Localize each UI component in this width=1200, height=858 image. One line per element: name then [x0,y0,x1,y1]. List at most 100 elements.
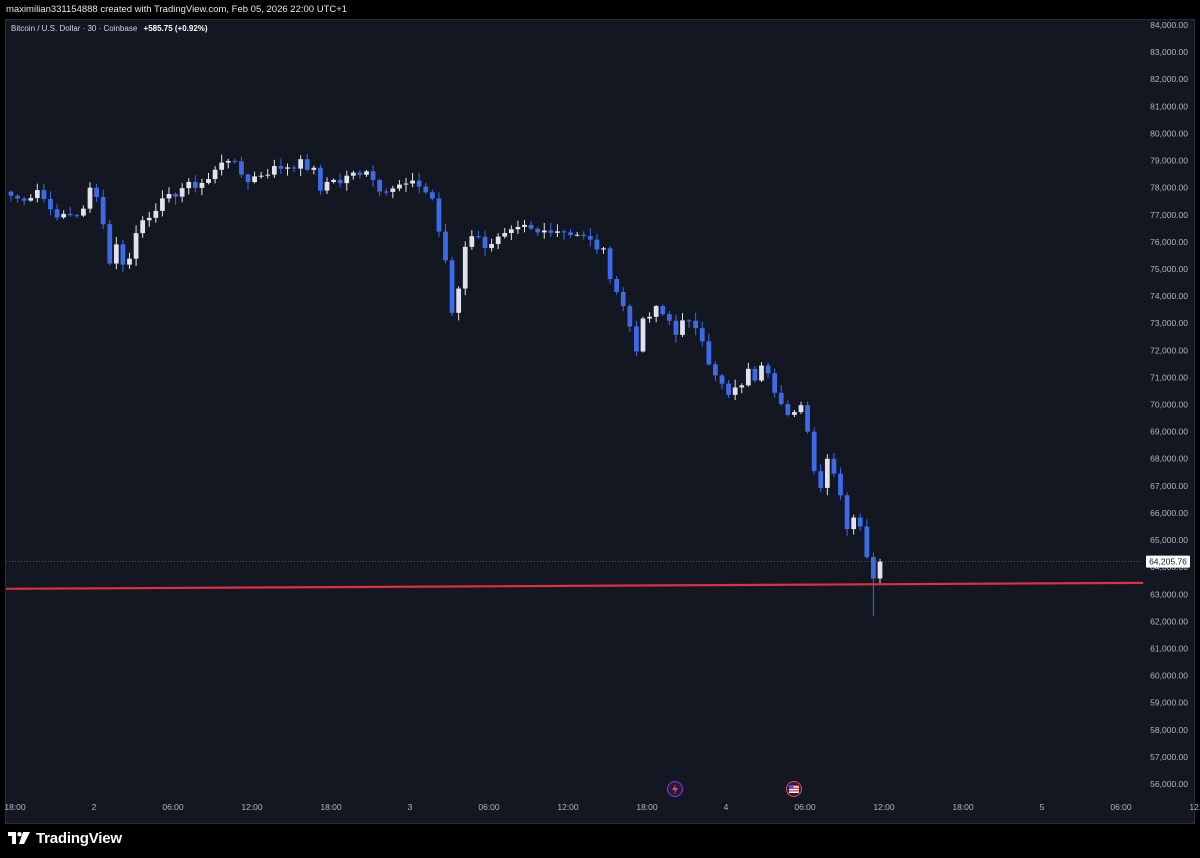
x-tick-label: 06:00 [794,802,816,812]
candle-body [607,248,613,280]
candle-body [528,224,534,229]
candle-body [318,167,323,191]
candle-body [824,458,830,488]
y-tick-label: 71,000.00 [1150,372,1188,382]
y-tick-label: 82,000.00 [1150,74,1188,84]
candle-body [21,198,27,201]
x-tick-label: 2 [92,802,97,812]
candle-body [462,246,468,289]
candle-body [535,228,541,233]
candle-body [449,260,455,313]
candle-body [844,495,850,530]
candle-body [857,517,863,527]
candle-body [410,180,415,184]
candle-body [146,217,152,221]
candle-body [660,306,666,315]
candle-body [568,232,573,236]
support-line [5,581,1144,590]
candle-body [239,161,244,175]
y-tick-label: 81,000.00 [1150,101,1188,111]
brand-name: TradingView [36,829,122,847]
candle-body [792,412,797,415]
candle-body [153,210,159,218]
candle-body [469,236,475,247]
x-tick-label: 18:00 [4,802,26,812]
candle-body [173,194,178,197]
candle-body [818,471,824,488]
candle-body [377,179,383,192]
candle-body [765,365,771,374]
candle-body [324,182,330,191]
symbol-legend[interactable]: Bitcoin / U.S. Dollar · 30 · Coinbase +5… [11,24,208,34]
last-price-label: 64,205.76 [1149,557,1187,567]
y-tick-label: 62,000.00 [1150,616,1188,626]
candle-body [838,473,843,496]
candle-body [495,236,501,245]
x-tick-label: 12:00 [1189,802,1200,812]
candle-body [653,306,659,317]
candle-body [370,171,376,180]
price-change: +585.75 (+0.92%) [143,24,208,33]
candle-body [594,239,600,250]
candle-body [81,208,86,216]
us-flag-event-icon[interactable] [786,781,802,797]
candle-body [166,194,172,199]
candle-body [199,182,205,188]
candle-body [515,226,521,230]
candle-body [28,198,34,201]
candle-body [581,234,587,237]
candle-body [87,187,93,209]
candle-body [429,192,435,199]
candle-body [107,224,113,264]
candle-body [331,179,336,183]
candle-body [337,179,343,184]
candle-body [390,188,396,192]
x-tick-label: 18:00 [636,802,658,812]
candle-body [364,171,369,175]
candle-body [680,320,685,335]
candle-body [258,175,264,177]
tradingview-brand[interactable]: TradingView [8,829,122,847]
y-tick-label: 69,000.00 [1150,427,1188,437]
x-tick-label: 06:00 [478,802,500,812]
y-tick-label: 63,000.00 [1150,589,1188,599]
candle-body [673,320,679,335]
candle-body [212,169,218,180]
candle-body [48,199,53,210]
chart-pane[interactable] [5,19,1195,824]
candle-body [41,190,47,200]
flash-event-icon[interactable] [667,781,683,797]
candle-body [54,209,60,218]
candle-body [219,162,225,170]
y-tick-label: 67,000.00 [1150,481,1188,491]
y-tick-label: 77,000.00 [1150,210,1188,220]
candle-body [8,191,14,196]
candle-body [811,431,817,472]
y-tick-label: 70,000.00 [1150,400,1188,410]
candle-body [357,172,363,175]
candle-body [443,231,448,261]
candle-body [614,279,620,292]
candle-body [627,306,633,327]
candle-body [403,183,409,185]
candle-body [482,236,488,249]
candle-body [232,160,238,162]
x-tick-label: 06:00 [1110,802,1132,812]
candle-body [344,175,350,184]
y-tick-label: 57,000.00 [1150,752,1188,762]
candle-body [94,187,99,197]
candle-body [640,318,646,352]
candle-body [706,341,712,365]
candle-body [713,364,718,376]
candle-body [206,179,211,183]
footer-bar [0,826,1200,858]
y-tick-label: 78,000.00 [1150,183,1188,193]
candle-body [311,167,317,170]
x-tick-label: 12:00 [241,802,263,812]
candle-body [541,230,547,233]
candle-body [574,234,580,236]
candle-body [225,160,231,163]
candle-body [785,404,791,415]
candle-body [778,392,784,405]
